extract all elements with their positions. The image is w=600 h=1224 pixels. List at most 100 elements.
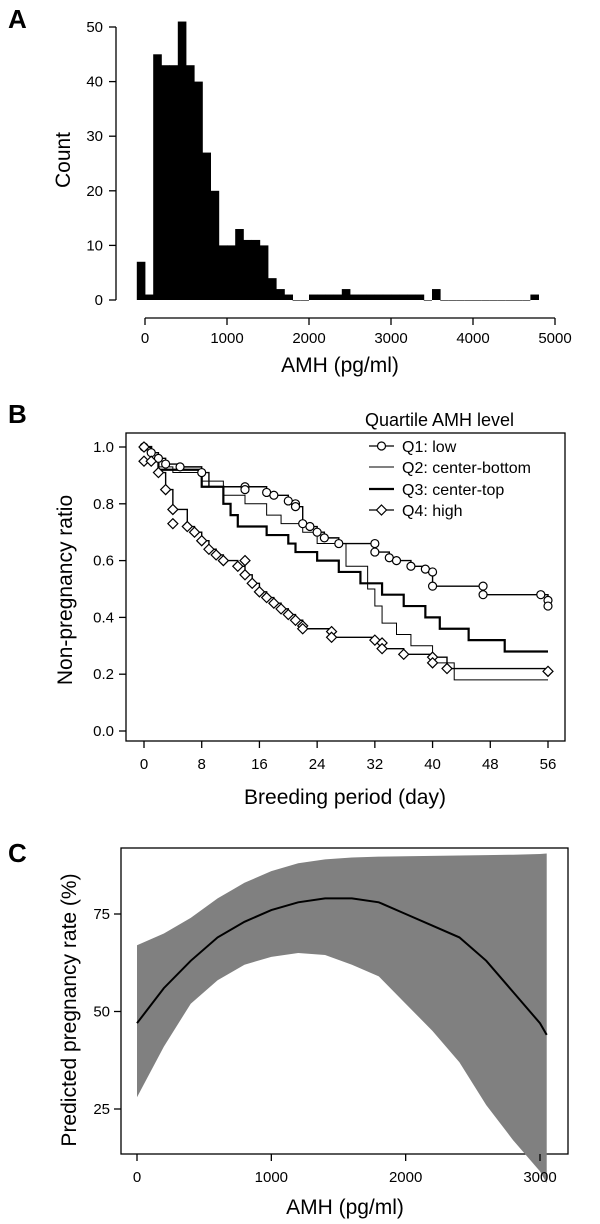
prediction-x-tick-label: 3000 — [523, 1169, 556, 1186]
histogram-y-tick-label: 30 — [86, 128, 103, 145]
survival-legend: Quartile AMH level Q1: low Q2: center-bo… — [365, 410, 531, 520]
histogram-y-tick-label: 20 — [86, 183, 103, 200]
prediction-x-tick-label: 2000 — [389, 1169, 422, 1186]
censor-marker-q4 — [239, 568, 251, 581]
histogram-x-tick-label: 5000 — [538, 330, 571, 347]
histogram-bar — [251, 239, 261, 300]
censor-marker-q4 — [159, 483, 172, 496]
histogram-bar — [415, 294, 425, 300]
survival-panel: B 0.0 0.2 0.4 0.6 0.8 1.0 0 8 16 24 32 40 48 56 Breed… — [8, 399, 566, 809]
histogram-bar — [186, 65, 195, 300]
censor-marker-q4 — [246, 577, 259, 590]
histogram-y-tick-label: 50 — [86, 19, 103, 36]
censor-marker-q1 — [370, 547, 380, 557]
censor-marker-q1 — [427, 581, 438, 591]
censor-marker-q1 — [406, 561, 416, 571]
censor-marker-q1 — [305, 521, 315, 532]
histogram-bar — [243, 239, 252, 300]
censor-marker-q1 — [427, 567, 438, 577]
survival-y-tick-label: 0.0 — [93, 723, 114, 740]
survival-y-axis-label: Non-pregnancy ratio — [54, 495, 77, 685]
histogram-bar — [235, 229, 244, 300]
censor-marker-q1 — [543, 601, 553, 611]
censor-marker-q4 — [325, 631, 338, 644]
censor-marker-q4 — [426, 656, 439, 669]
censor-marker-q1 — [197, 467, 207, 478]
censor-marker-q1 — [370, 538, 380, 549]
histogram-bar — [177, 21, 187, 300]
histogram-bar — [350, 294, 359, 300]
histogram-y-tick-label: 40 — [86, 74, 103, 91]
censor-marker-q4 — [210, 549, 222, 561]
survival-x-tick-label: 48 — [482, 756, 499, 773]
histogram-bar — [407, 294, 416, 300]
censor-marker-q1 — [240, 485, 250, 495]
histogram-bar — [391, 294, 400, 300]
survival-x-tick-label: 32 — [367, 756, 384, 773]
censor-marker-q4 — [268, 597, 280, 610]
panel-label-c: C — [8, 838, 27, 868]
censor-marker-q4 — [167, 503, 179, 516]
histogram-x-tick-label: 4000 — [456, 330, 489, 347]
histogram-y-tick-label: 0 — [95, 292, 103, 309]
censor-marker-q4 — [152, 466, 165, 479]
histogram-bar — [268, 278, 277, 300]
legend-label-q4: Q4: high — [402, 503, 462, 520]
censor-marker-q4 — [167, 517, 179, 530]
censor-marker-q4 — [195, 534, 208, 547]
histogram-bar — [333, 294, 343, 300]
legend-marker-q1 — [376, 441, 387, 451]
survival-x-tick-label: 16 — [251, 756, 268, 773]
histogram-bar — [325, 294, 334, 300]
survival-y-tick-label: 0.6 — [93, 553, 114, 570]
histogram-y-tick-label: 10 — [86, 237, 103, 254]
censor-marker-q1 — [334, 538, 344, 549]
histogram-x-axis-label: AMH (pg/ml) — [281, 354, 399, 377]
prediction-y-tick-label: 75 — [93, 906, 110, 923]
censor-marker-q4 — [542, 665, 554, 678]
survival-x-tick-label: 56 — [540, 756, 557, 773]
survival-y-tick-label: 1.0 — [93, 439, 114, 456]
legend-title: Quartile AMH level — [365, 410, 514, 430]
censor-marker-q1 — [175, 462, 185, 472]
censor-marker-q1 — [161, 459, 171, 469]
survival-curve-q3 — [144, 445, 548, 653]
censor-marker-q4 — [289, 614, 302, 627]
histogram-bar — [374, 294, 384, 300]
histogram-x-tick-label: 0 — [141, 330, 149, 347]
histogram-bar — [432, 289, 441, 300]
histogram-bar — [169, 65, 179, 300]
censor-marker-q1 — [391, 555, 402, 566]
histogram-bar — [218, 245, 228, 300]
survival-curve-q2 — [144, 446, 548, 681]
censor-marker-q4 — [376, 642, 388, 655]
histogram-bar — [136, 261, 146, 300]
histogram-x-tick-label: 2000 — [292, 330, 325, 347]
survival-x-tick-label: 8 — [198, 756, 206, 773]
censor-marker-q4 — [296, 622, 309, 635]
histogram-bar — [382, 294, 392, 300]
legend-label-q1: Q1: low — [402, 439, 457, 456]
histogram-bar — [309, 294, 318, 300]
censor-marker-q1 — [269, 490, 279, 500]
censor-marker-q4 — [231, 560, 244, 573]
censor-marker-q1 — [290, 502, 301, 512]
histogram-bar — [366, 294, 375, 300]
censor-marker-q4 — [282, 608, 295, 621]
histogram-bar — [358, 294, 367, 300]
censor-marker-q4 — [275, 603, 287, 615]
censor-marker-q4 — [145, 455, 158, 468]
legend-label-q3: Q3: center-top — [402, 482, 504, 499]
censor-marker-q1 — [153, 453, 164, 463]
legend-marker-q4 — [375, 504, 388, 516]
legend-label-q2: Q2: center-bottom — [402, 460, 531, 477]
histogram-bar — [202, 152, 211, 300]
histogram-bar — [153, 54, 162, 300]
histogram-bar — [276, 289, 285, 300]
histogram-panel: A 0 10 20 30 40 50 0 1000 2000 3000 4000 5000 AMH (… — [8, 4, 572, 377]
survival-x-tick-label: 24 — [309, 756, 326, 773]
censor-marker-q4 — [188, 526, 201, 539]
histogram-bar — [530, 294, 539, 300]
censor-marker-q1 — [312, 527, 322, 537]
